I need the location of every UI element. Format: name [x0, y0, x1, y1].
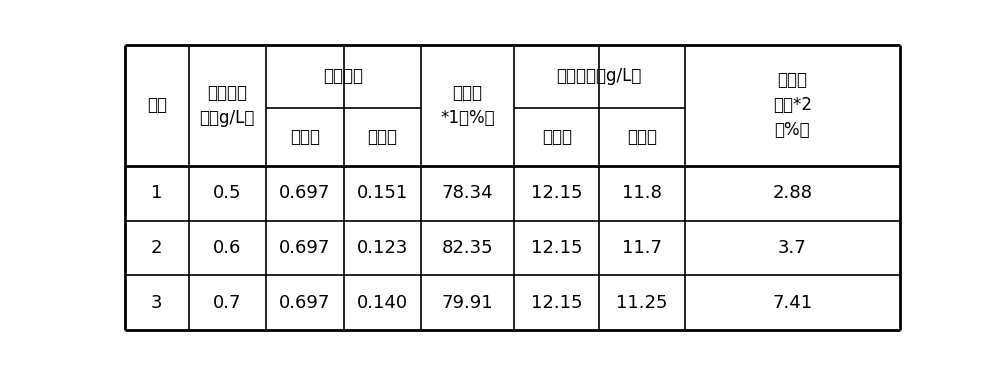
Text: 7.41: 7.41: [772, 294, 812, 312]
Text: 11.7: 11.7: [622, 239, 662, 257]
Text: 12.15: 12.15: [531, 294, 582, 312]
Text: 0.6: 0.6: [213, 239, 241, 257]
Text: 2.88: 2.88: [772, 184, 812, 202]
Text: 12.15: 12.15: [531, 184, 582, 202]
Text: 吸光度値: 吸光度値: [324, 67, 364, 85]
Text: 1: 1: [151, 184, 162, 202]
Text: 絮凝率
*1（%）: 絮凝率 *1（%）: [440, 84, 495, 127]
Text: 0.123: 0.123: [357, 239, 408, 257]
Text: 0.697: 0.697: [279, 294, 330, 312]
Text: 0.7: 0.7: [213, 294, 242, 312]
Text: 0.140: 0.140: [357, 294, 408, 312]
Text: 絮凝前: 絮凝前: [290, 128, 320, 146]
Text: 11.8: 11.8: [622, 184, 662, 202]
Text: 0.697: 0.697: [279, 239, 330, 257]
Text: 3.7: 3.7: [778, 239, 807, 257]
Text: 乳酸损
失率*2
（%）: 乳酸损 失率*2 （%）: [773, 71, 812, 139]
Text: 82.35: 82.35: [442, 239, 493, 257]
Text: 78.34: 78.34: [442, 184, 493, 202]
Text: 絮凝后: 絮凝后: [367, 128, 397, 146]
Text: 乳酸浓度（g/L）: 乳酸浓度（g/L）: [557, 67, 642, 85]
Text: 79.91: 79.91: [442, 294, 493, 312]
Text: 2: 2: [151, 239, 163, 257]
Text: 壳聚糖用
量（g/L）: 壳聚糖用 量（g/L）: [200, 84, 255, 127]
Text: 编号: 编号: [147, 96, 167, 114]
Text: 絮凝后: 絮凝后: [627, 128, 657, 146]
Text: 0.697: 0.697: [279, 184, 330, 202]
Text: 11.25: 11.25: [616, 294, 668, 312]
Text: 0.5: 0.5: [213, 184, 242, 202]
Text: 0.151: 0.151: [357, 184, 408, 202]
Text: 12.15: 12.15: [531, 239, 582, 257]
Text: 絮凝前: 絮凝前: [542, 128, 572, 146]
Text: 3: 3: [151, 294, 163, 312]
